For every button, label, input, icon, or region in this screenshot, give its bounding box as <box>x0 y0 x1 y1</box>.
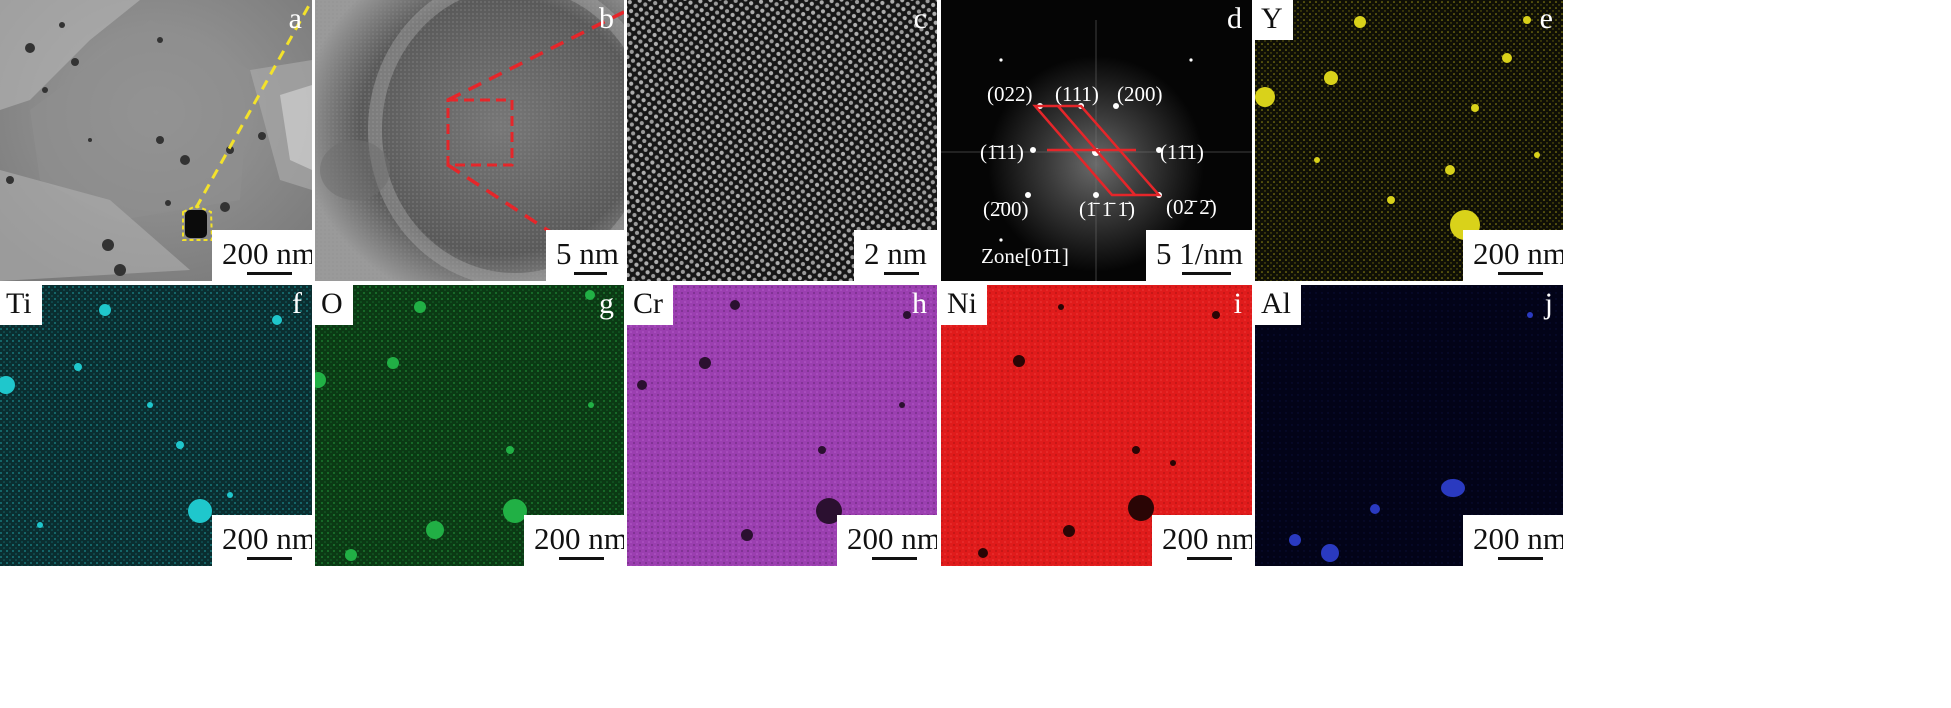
fft-spot-02m2m: (02̄ 2̄) <box>1166 195 1217 219</box>
scale-bar-label: 200 nm <box>1473 236 1563 271</box>
scale-bar-line <box>1497 272 1543 275</box>
scale-bar-label: 5 nm <box>556 236 619 271</box>
panel-letter: b <box>599 2 614 35</box>
scale-bar: 200 nm <box>212 515 312 566</box>
panel-b-hrtem: b 5 nm <box>315 0 624 281</box>
element-label: Al <box>1255 285 1301 325</box>
scale-bar-line <box>871 557 917 560</box>
red-parallelogram <box>1032 104 1162 197</box>
panel-letter: d <box>1227 2 1242 35</box>
panel-letter: i <box>1233 287 1242 320</box>
scale-bar: 200 nm <box>1463 515 1563 566</box>
element-label: Y <box>1255 0 1293 40</box>
panel-h-cr-map: Cr h 200 nm <box>627 285 937 566</box>
scale-bar-label: 200 nm <box>534 521 624 556</box>
scale-bar-line <box>1186 557 1232 560</box>
scale-bar: 5 1/nm <box>1146 230 1252 281</box>
scale-bar-line <box>558 557 604 560</box>
scale-bar: 200 nm <box>524 515 624 566</box>
panel-letter: f <box>292 287 302 320</box>
fft-spot-m1m1m1: (1̄ 1̄ 1̄) <box>1079 197 1135 221</box>
scale-bar: 200 nm <box>212 230 312 281</box>
scale-bar-label: 2 nm <box>864 236 927 271</box>
panel-letter: e <box>1539 2 1553 35</box>
scale-bar-line <box>883 272 920 275</box>
element-label: Ti <box>0 285 42 325</box>
panel-i-ni-map: Ni i 200 nm <box>941 285 1252 566</box>
tem-image-a <box>0 0 312 281</box>
element-label: O <box>315 285 353 325</box>
fft-spot-200: (200) <box>1117 82 1163 106</box>
scale-bar: 2 nm <box>854 230 937 281</box>
red-dashed-box <box>446 98 514 167</box>
scale-bar-label: 200 nm <box>1473 521 1563 556</box>
panel-letter: g <box>599 287 614 320</box>
scale-bar-label: 200 nm <box>222 521 312 556</box>
panel-c-atomic-lattice: c 2 nm <box>627 0 937 281</box>
scale-bar-label: 200 nm <box>222 236 312 271</box>
yellow-dashed-line <box>194 0 312 209</box>
panel-f-ti-map: Ti f 200 nm <box>0 285 312 566</box>
scale-bar-line <box>574 272 607 275</box>
element-label: Cr <box>627 285 673 325</box>
element-label: Ni <box>941 285 987 325</box>
scale-bar-label: 200 nm <box>1162 521 1252 556</box>
scale-bar: 200 nm <box>837 515 937 566</box>
panel-j-al-map: Al j 200 nm <box>1255 285 1563 566</box>
fft-spot-m200: (2̄00) <box>983 197 1029 221</box>
fft-spot-022: (022) <box>987 82 1033 106</box>
scale-bar-label: 200 nm <box>847 521 937 556</box>
scale-bar: 200 nm <box>1152 515 1252 566</box>
red-dashed-line-top <box>447 10 624 102</box>
panel-a-bright-field-tem: a 200 nm <box>0 0 312 281</box>
fft-spot-m111: (1̄11) <box>980 140 1024 164</box>
fft-spot-111: (111) <box>1055 82 1099 106</box>
particle-outline <box>182 204 214 241</box>
scale-bar-line <box>246 272 292 275</box>
panel-letter: h <box>912 287 927 320</box>
scale-bar: 200 nm <box>1463 230 1563 281</box>
zone-axis-label: Zone[01̄1] <box>981 244 1069 268</box>
panel-letter: c <box>913 2 927 35</box>
scale-bar-line <box>1497 557 1543 560</box>
scale-bar: 5 nm <box>546 230 624 281</box>
panel-letter: j <box>1544 287 1553 320</box>
scale-bar-line <box>1182 272 1231 275</box>
panel-letter: a <box>288 2 302 35</box>
panel-d-fft-pattern: d (022) (111) (200) (1̄11) (11̄1) (2̄00)… <box>941 0 1252 281</box>
panel-e-y-map: Y e 200 nm <box>1255 0 1563 281</box>
scale-bar-line <box>246 557 292 560</box>
fft-spot-1m11: (11̄1) <box>1160 140 1204 164</box>
panel-g-o-map: O g 200 nm <box>315 285 624 566</box>
scale-bar-label: 5 1/nm <box>1156 236 1243 271</box>
